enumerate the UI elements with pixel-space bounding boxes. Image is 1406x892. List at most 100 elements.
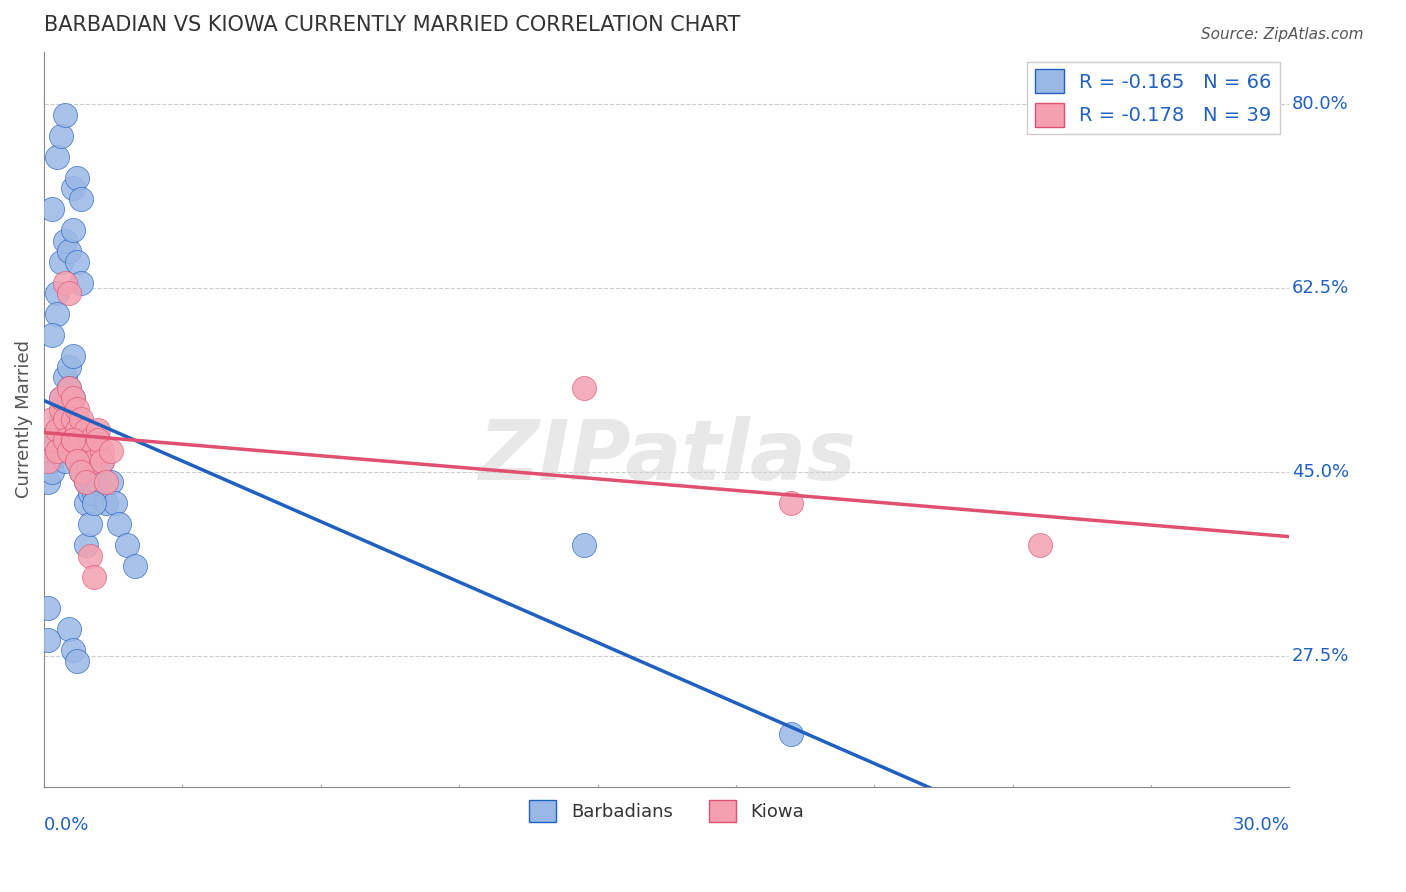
Text: ZIPatlas: ZIPatlas [478, 416, 856, 497]
Point [87, 475, 110, 490]
Point [75, 443, 97, 458]
Point [70, 412, 93, 426]
Point [75, 475, 97, 490]
Text: Source: ZipAtlas.com: Source: ZipAtlas.com [1201, 27, 1364, 42]
Point [45, 423, 67, 437]
Point [66, 412, 89, 426]
Point [62, 412, 84, 426]
Point [83, 465, 105, 479]
Point [45, 443, 67, 458]
Point [53, 370, 76, 384]
Point [66, 434, 89, 448]
Point [100, 475, 122, 490]
Point [41, 412, 63, 426]
Point [83, 454, 105, 468]
Point [58, 381, 80, 395]
Point [79, 454, 101, 468]
Point [45, 423, 67, 437]
Point [75, 538, 97, 552]
Point [75, 475, 97, 490]
Point [91, 443, 114, 458]
Point [49, 255, 72, 269]
Point [53, 234, 76, 248]
Point [66, 170, 89, 185]
Point [115, 538, 138, 552]
Point [53, 276, 76, 290]
Point [49, 401, 72, 416]
Point [75, 423, 97, 437]
Point [53, 434, 76, 448]
Point [83, 486, 105, 500]
Point [572, 538, 595, 552]
Point [45, 150, 67, 164]
Point [41, 434, 63, 448]
Point [62, 392, 84, 406]
Text: 62.5%: 62.5% [1292, 279, 1348, 297]
Point [91, 454, 114, 468]
Point [58, 286, 80, 301]
Point [66, 401, 89, 416]
Point [45, 434, 67, 448]
Point [70, 434, 93, 448]
Text: 27.5%: 27.5% [1292, 647, 1350, 665]
Point [53, 412, 76, 426]
Point [37, 475, 59, 490]
Text: 30.0%: 30.0% [1233, 816, 1289, 834]
Point [66, 423, 89, 437]
Point [91, 454, 114, 468]
Point [62, 443, 84, 458]
Point [66, 454, 89, 468]
Point [96, 496, 118, 510]
Point [45, 307, 67, 321]
Point [70, 465, 93, 479]
Point [66, 454, 89, 468]
Point [45, 286, 67, 301]
Point [62, 423, 84, 437]
Point [87, 443, 110, 458]
Point [62, 643, 84, 657]
Point [49, 392, 72, 406]
Point [53, 108, 76, 122]
Point [62, 434, 84, 448]
Point [104, 496, 127, 510]
Text: 80.0%: 80.0% [1292, 95, 1348, 113]
Point [37, 454, 59, 468]
Point [70, 276, 93, 290]
Point [41, 454, 63, 468]
Point [49, 412, 72, 426]
Point [45, 443, 67, 458]
Point [58, 359, 80, 374]
Point [572, 381, 595, 395]
Point [780, 727, 803, 741]
Point [96, 475, 118, 490]
Y-axis label: Currently Married: Currently Married [15, 341, 32, 499]
Point [58, 412, 80, 426]
Point [62, 223, 84, 237]
Point [37, 601, 59, 615]
Point [37, 632, 59, 647]
Point [780, 496, 803, 510]
Point [49, 128, 72, 143]
Point [79, 517, 101, 532]
Point [62, 434, 84, 448]
Point [70, 192, 93, 206]
Point [41, 202, 63, 217]
Point [100, 443, 122, 458]
Point [1029, 538, 1052, 552]
Point [70, 434, 93, 448]
Point [62, 181, 84, 195]
Point [58, 381, 80, 395]
Point [58, 244, 80, 259]
Point [79, 486, 101, 500]
Point [62, 392, 84, 406]
Point [124, 559, 146, 574]
Point [58, 443, 80, 458]
Point [62, 350, 84, 364]
Point [79, 434, 101, 448]
Point [58, 623, 80, 637]
Text: BARBADIAN VS KIOWA CURRENTLY MARRIED CORRELATION CHART: BARBADIAN VS KIOWA CURRENTLY MARRIED COR… [44, 15, 741, 35]
Point [87, 434, 110, 448]
Point [66, 654, 89, 668]
Text: 0.0%: 0.0% [44, 816, 90, 834]
Point [79, 549, 101, 563]
